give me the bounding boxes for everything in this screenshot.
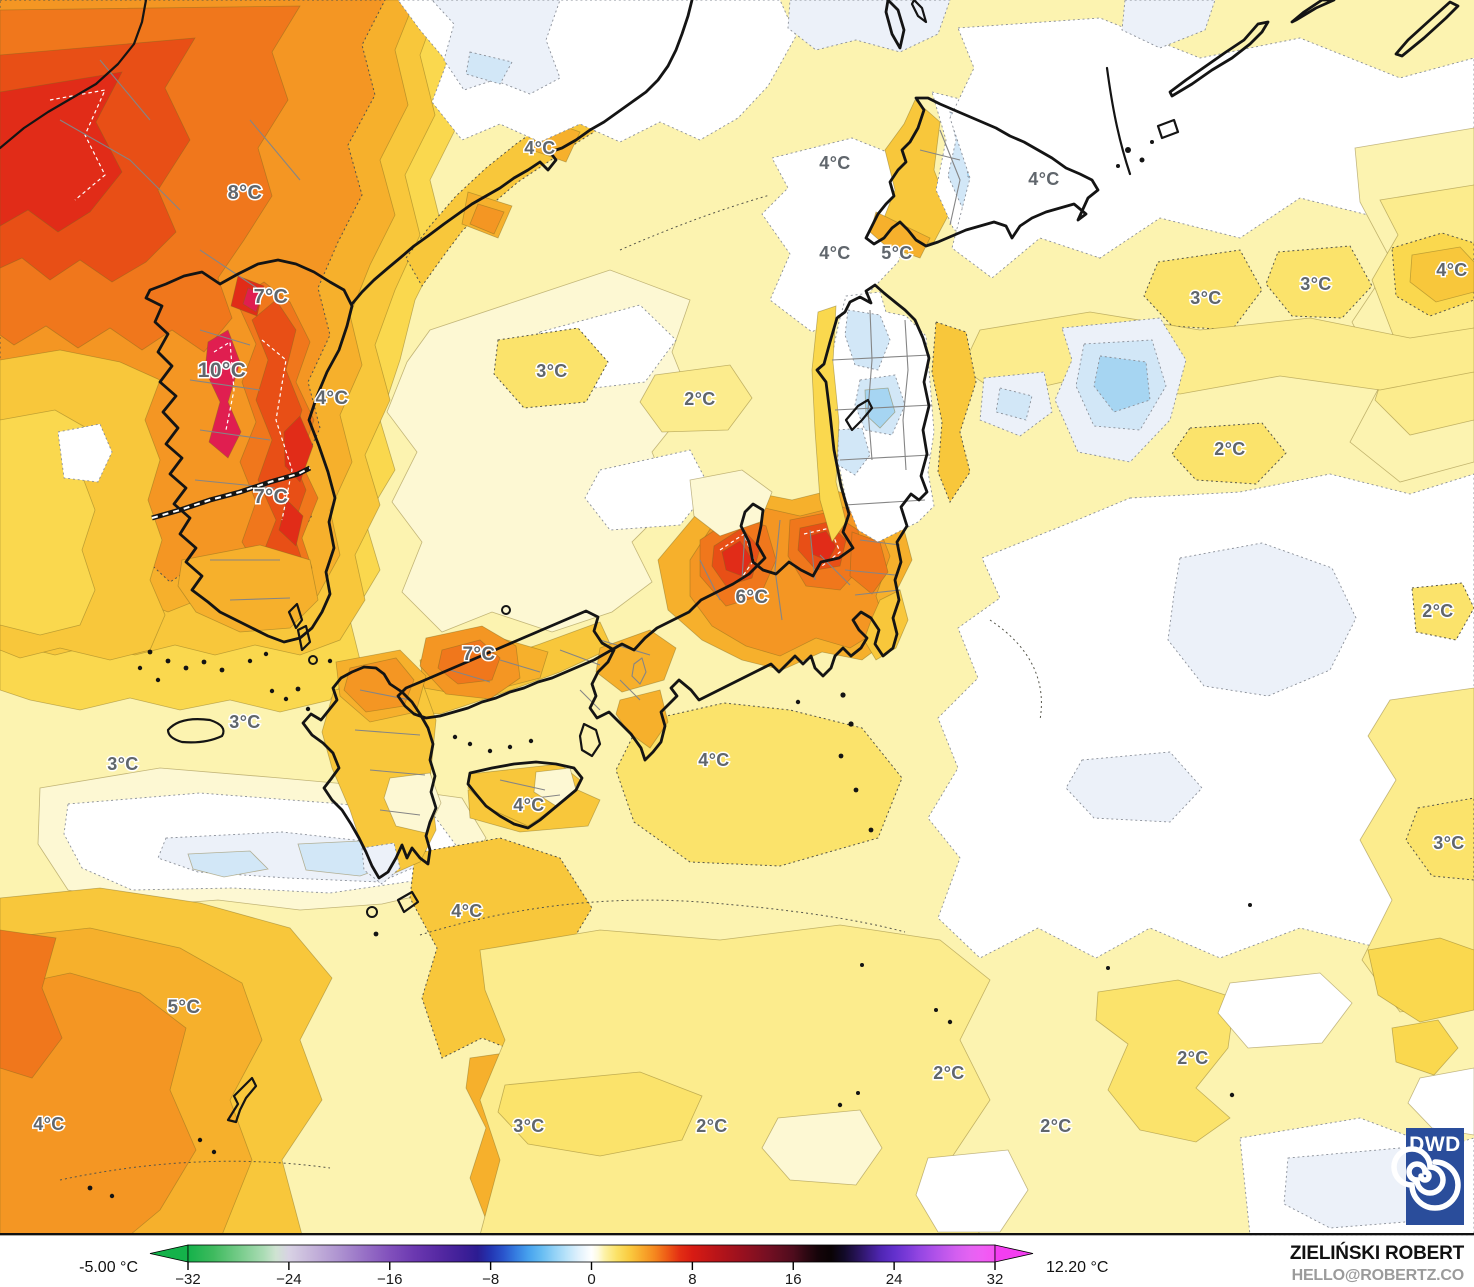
attribution-contact: HELLO@ROBERTZ.CO <box>1292 1267 1464 1284</box>
temperature-labels: 8°C 7°C 10°C 4°C 7°C 4°C 4°C 4°C 5°C 4°C 3°C 3°C 4°C… <box>32 137 1469 1138</box>
temp-label: 3°C <box>536 361 567 381</box>
temp-label: 8°C <box>228 182 263 204</box>
temp-label: 4°C <box>451 901 482 921</box>
temp-label: 4°C <box>819 243 850 263</box>
temp-label: 3°C <box>513 1116 544 1136</box>
map-bottom-border <box>0 1233 1474 1236</box>
colorbar-tick-label: 8 <box>688 1271 696 1287</box>
temp-label: 2°C <box>696 1116 727 1136</box>
colorbar-max-label: 12.20 °C <box>1046 1259 1108 1276</box>
temp-label: 2°C <box>1214 439 1245 459</box>
temp-label: 4°C <box>1436 260 1467 280</box>
temp-label: 3°C <box>1300 274 1331 294</box>
temp-label: 5°C <box>167 997 200 1018</box>
korea-coastline <box>144 258 354 644</box>
temp-label: 4°C <box>33 1114 64 1134</box>
honshu-coastline <box>396 283 931 762</box>
colorbar-gradient <box>187 1244 996 1263</box>
temp-label: 2°C <box>1177 1048 1208 1068</box>
admin-boundaries <box>59 59 961 816</box>
temp-label: 4°C <box>1028 169 1059 189</box>
temp-label: 4°C <box>513 795 544 815</box>
temp-label: 4°C <box>698 750 729 770</box>
attribution-name: ZIELIŃSKI ROBERT <box>1290 1242 1465 1264</box>
contour-dash-lines <box>59 194 1042 1181</box>
colorbar-min-label: -5.00 °C <box>79 1259 138 1276</box>
colorbar-tick-label: 32 <box>987 1271 1004 1287</box>
colorbar: −32 −24 −16 −8 0 8 16 24 32 -5.00 °C 12.20 °C <box>79 1244 1108 1287</box>
temp-label: 2°C <box>1040 1116 1071 1136</box>
dwd-spiral-icon <box>1391 1146 1461 1211</box>
temp-label: 10°C <box>198 359 247 382</box>
colorbar-tick-label: −32 <box>175 1271 200 1287</box>
colorbar-tick-label: 0 <box>587 1271 595 1287</box>
attribution: ZIELIŃSKI ROBERT HELLO@ROBERTZ.CO <box>1290 1242 1465 1284</box>
hokkaido-coastline <box>864 96 1100 248</box>
primorye-coastline <box>350 0 694 306</box>
temp-label: 2°C <box>1422 601 1453 621</box>
temp-label: 5°C <box>881 243 912 263</box>
temp-label: 4°C <box>315 388 348 409</box>
anomaly-fill-regions <box>0 0 1474 1236</box>
temp-label: 4°C <box>524 138 555 158</box>
dwd-logo-text: DWD <box>1409 1133 1461 1156</box>
shikoku-coastline <box>466 760 584 830</box>
temp-label: 2°C <box>933 1063 964 1083</box>
temp-label: 2°C <box>684 389 715 409</box>
temp-label: 7°C <box>254 486 289 508</box>
coastlines <box>0 0 1460 1199</box>
temp-label: 7°C <box>462 644 495 665</box>
temp-label: 3°C <box>229 712 260 732</box>
temp-label: 3°C <box>1190 288 1221 308</box>
temp-label: 4°C <box>819 153 850 173</box>
kuril-islands <box>1105 0 1460 176</box>
dwd-logo: DWD <box>1391 1128 1464 1225</box>
colorbar-tick-label: −16 <box>377 1271 402 1287</box>
temp-label: 7°C <box>254 286 289 308</box>
temp-label: 3°C <box>107 754 138 774</box>
kyushu-coastline <box>301 665 438 880</box>
colorbar-ticks: −32 −24 −16 −8 0 8 16 24 32 <box>175 1262 1003 1287</box>
colorbar-tick-label: 24 <box>886 1271 903 1287</box>
colorbar-right-arrow <box>994 1244 1034 1263</box>
temp-label: 6°C <box>735 587 768 608</box>
dmz-line <box>151 465 312 521</box>
colorbar-tick-label: −24 <box>276 1271 301 1287</box>
temp-label: 3°C <box>1433 833 1464 853</box>
colorbar-tick-label: −8 <box>482 1271 499 1287</box>
small-islands <box>166 398 874 1124</box>
country-border <box>0 0 148 150</box>
island-dots <box>87 649 1252 1199</box>
colorbar-tick-label: 16 <box>785 1271 802 1287</box>
